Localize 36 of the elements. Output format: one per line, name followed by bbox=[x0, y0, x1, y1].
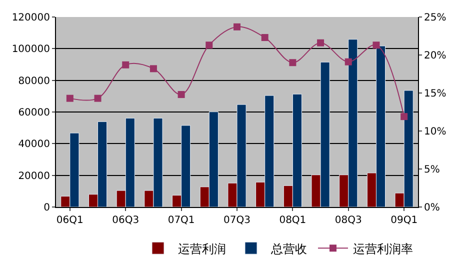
point bbox=[372, 42, 380, 49]
point bbox=[400, 113, 408, 120]
y-tick-label: 40000 bbox=[18, 139, 50, 150]
point bbox=[234, 23, 240, 30]
point bbox=[206, 42, 213, 49]
x-tick-label: 07Q3 bbox=[224, 215, 250, 226]
y2-tick-label: 0% bbox=[424, 202, 440, 214]
y2-tick-label: 15% bbox=[424, 88, 446, 100]
y2-tick-label: 5% bbox=[424, 164, 440, 176]
y-tick-label: 80000 bbox=[18, 76, 50, 87]
point bbox=[317, 39, 324, 46]
y2-tick-label: 25% bbox=[424, 12, 446, 24]
x-tick-label: 08Q1 bbox=[279, 215, 306, 226]
y2-tick-label: 20% bbox=[424, 50, 446, 62]
point bbox=[66, 94, 74, 102]
legend-label: 运营利润 bbox=[178, 242, 226, 256]
legend-label: 运营利润率 bbox=[353, 242, 413, 256]
x-tick-label: 06Q1 bbox=[56, 215, 84, 226]
point bbox=[289, 59, 296, 66]
x-tick-label: 08Q3 bbox=[334, 215, 362, 226]
point bbox=[94, 94, 102, 102]
y-tick-label: 120000 bbox=[12, 12, 50, 24]
point bbox=[150, 65, 157, 72]
x-tick-label: 07Q1 bbox=[168, 215, 195, 226]
point bbox=[122, 61, 130, 68]
y-tick-label: 0 bbox=[44, 202, 50, 214]
y2-tick-label: 10% bbox=[424, 126, 446, 138]
x-tick-label: 06Q3 bbox=[112, 215, 140, 226]
y-tick-label: 60000 bbox=[18, 108, 50, 118]
legend-label: 总营收 bbox=[270, 242, 307, 256]
point bbox=[261, 34, 268, 42]
point bbox=[344, 58, 352, 66]
point bbox=[178, 91, 185, 98]
y-tick-label: 20000 bbox=[18, 170, 50, 182]
y-tick-label: 100000 bbox=[12, 44, 50, 56]
x-tick-label: 09Q1 bbox=[390, 215, 418, 226]
